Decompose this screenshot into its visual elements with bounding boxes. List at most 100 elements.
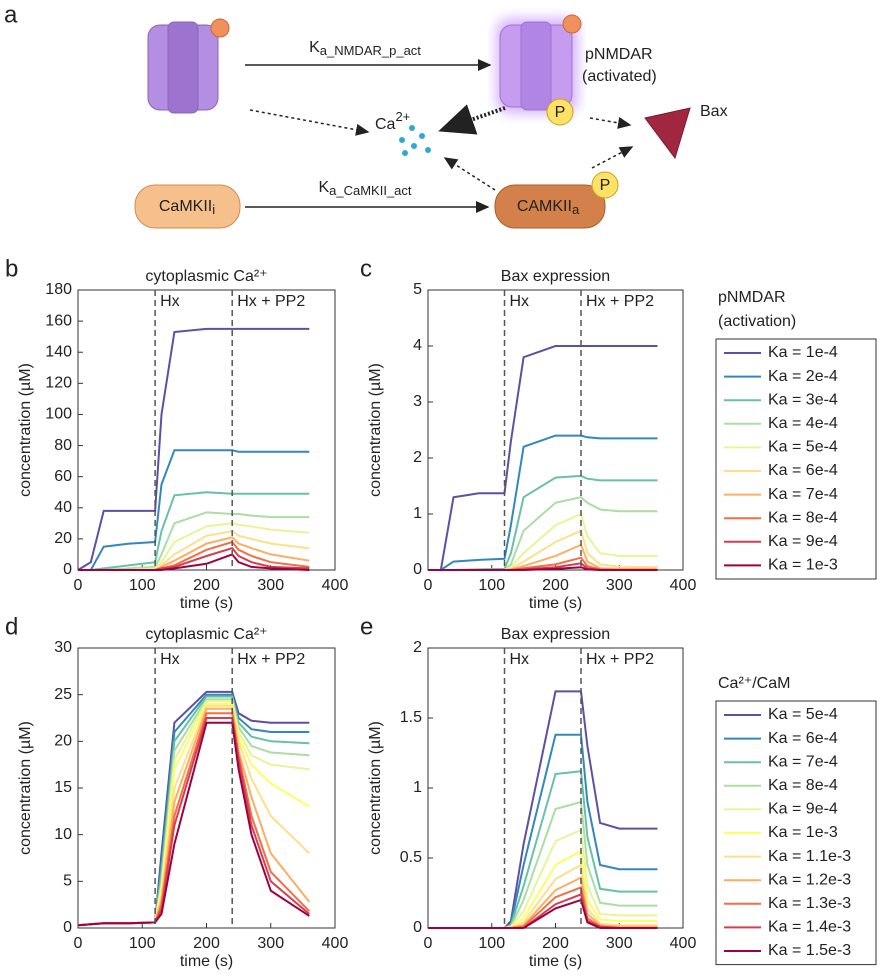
event-label: Hx + PP2 bbox=[586, 293, 654, 310]
y-tick-label: 5 bbox=[63, 873, 72, 890]
series-line bbox=[78, 553, 310, 571]
pnmdar-label: pNMDAR bbox=[585, 46, 653, 63]
panel-label: e bbox=[360, 613, 373, 640]
calcium-label: Ca2+ bbox=[375, 109, 410, 133]
legend-label: Ka = 9e-4 bbox=[768, 533, 838, 550]
chart-title: Bax expression bbox=[501, 268, 610, 285]
series-line bbox=[77, 690, 310, 927]
x-tick-label: 300 bbox=[606, 577, 633, 594]
series-line bbox=[77, 698, 310, 927]
pnmdar-icon: P bbox=[496, 14, 582, 126]
y-tick-label: 1 bbox=[413, 505, 422, 522]
x-tick-label: 400 bbox=[670, 935, 697, 952]
y-tick-label: 30 bbox=[54, 639, 72, 656]
y-axis-label: concentration (µM) bbox=[17, 363, 34, 497]
legend-label: Ka = 9e-4 bbox=[768, 801, 838, 818]
x-tick-label: 0 bbox=[424, 577, 433, 594]
y-tick-label: 3 bbox=[413, 393, 422, 410]
y-axis-label: concentration (µM) bbox=[367, 363, 384, 497]
y-tick-label: 25 bbox=[54, 686, 72, 703]
event-label: Hx bbox=[510, 293, 530, 310]
panel-label: a bbox=[4, 1, 18, 28]
x-tick-label: 300 bbox=[606, 935, 633, 952]
event-label: Hx bbox=[160, 293, 180, 310]
x-tick-label: 0 bbox=[74, 935, 83, 952]
arrow bbox=[589, 117, 632, 129]
legend-title: Ca²⁺/CaM bbox=[718, 675, 790, 692]
pnmdar-label: (activated) bbox=[582, 68, 657, 85]
legend-label: Ka = 1.3e-3 bbox=[768, 895, 851, 912]
series-line bbox=[428, 566, 658, 571]
y-tick-label: 20 bbox=[54, 530, 72, 547]
y-tick-label: 5 bbox=[413, 281, 422, 298]
legend-label: Ka = 2e-4 bbox=[768, 368, 838, 385]
x-tick-label: 400 bbox=[322, 935, 349, 952]
series-line bbox=[78, 491, 310, 571]
legend-label: Ka = 5e-4 bbox=[768, 439, 838, 456]
x-tick-label: 300 bbox=[257, 935, 284, 952]
bax-label: Bax bbox=[700, 103, 728, 120]
y-axis-label: concentration (µM) bbox=[367, 721, 384, 855]
legend-label: Ka = 5e-4 bbox=[768, 706, 838, 723]
camkii-icon bbox=[134, 184, 241, 229]
plot-frame bbox=[77, 289, 336, 571]
legend-label: Ka = 3e-4 bbox=[768, 391, 838, 408]
series-line bbox=[428, 434, 658, 571]
y-tick-label: 15 bbox=[54, 779, 72, 796]
legend-label: Ka = 6e-4 bbox=[768, 730, 838, 747]
legend-label: Ka = 1.5e-3 bbox=[768, 942, 851, 959]
event-label: Hx + PP2 bbox=[237, 293, 305, 310]
y-tick-label: 160 bbox=[45, 312, 72, 329]
y-tick-label: 140 bbox=[45, 343, 72, 360]
x-tick-label: 200 bbox=[542, 935, 569, 952]
series-line bbox=[428, 893, 658, 929]
camkii-active-label: CAMKIIa bbox=[517, 198, 580, 217]
arrow bbox=[591, 146, 634, 169]
series-line bbox=[77, 700, 310, 927]
y-tick-label: 20 bbox=[54, 733, 72, 750]
y-tick-label: 0 bbox=[413, 561, 422, 578]
x-tick-label: 200 bbox=[193, 577, 220, 594]
arrow bbox=[438, 104, 506, 135]
legend-label: Ka = 6e-4 bbox=[768, 462, 838, 479]
event-label: Hx bbox=[510, 651, 530, 668]
nmdar-icon bbox=[147, 18, 230, 114]
bax-icon bbox=[644, 107, 691, 160]
chart-title: cytoplasmic Ca²⁺ bbox=[145, 626, 267, 643]
legend-box bbox=[715, 338, 877, 580]
x-axis-label: time (s) bbox=[529, 595, 582, 612]
rate-label: Ka_CaMKII_act bbox=[318, 179, 411, 198]
plot-frame bbox=[427, 289, 684, 571]
legend-label: Ka = 1e-3 bbox=[768, 824, 838, 841]
series-line bbox=[428, 863, 658, 929]
legend-label: Ka = 8e-4 bbox=[768, 777, 838, 794]
legend-label: Ka = 1.2e-3 bbox=[768, 871, 851, 888]
y-tick-label: 2 bbox=[413, 449, 422, 466]
x-tick-label: 100 bbox=[129, 577, 156, 594]
legend-title: pNMDAR bbox=[718, 289, 786, 306]
x-tick-label: 300 bbox=[257, 577, 284, 594]
legend-label: Ka = 7e-4 bbox=[768, 753, 838, 770]
y-tick-label: 60 bbox=[54, 468, 72, 485]
event-label: Hx bbox=[160, 651, 180, 668]
legend-label: Ka = 1e-4 bbox=[768, 344, 838, 361]
arrow bbox=[249, 109, 370, 136]
camkii-label: CaMKIIi bbox=[159, 198, 215, 217]
y-tick-label: 0 bbox=[413, 919, 422, 936]
plot-frame bbox=[427, 647, 684, 929]
y-tick-label: 80 bbox=[54, 437, 72, 454]
calcium-dots bbox=[399, 125, 431, 156]
y-tick-label: 4 bbox=[413, 337, 422, 354]
legend-label: Ka = 7e-4 bbox=[768, 486, 838, 503]
legend-label: Ka = 1.4e-3 bbox=[768, 919, 851, 936]
series-line bbox=[428, 733, 658, 929]
y-tick-label: 2 bbox=[413, 639, 422, 656]
x-tick-label: 100 bbox=[478, 577, 505, 594]
legend-label: Ka = 4e-4 bbox=[768, 415, 838, 432]
chart-title: cytoplasmic Ca²⁺ bbox=[145, 268, 267, 285]
legend-label: Ka = 1.1e-3 bbox=[768, 848, 851, 865]
x-tick-label: 0 bbox=[74, 577, 83, 594]
y-tick-label: 0 bbox=[63, 561, 72, 578]
panel-label: d bbox=[5, 613, 18, 640]
